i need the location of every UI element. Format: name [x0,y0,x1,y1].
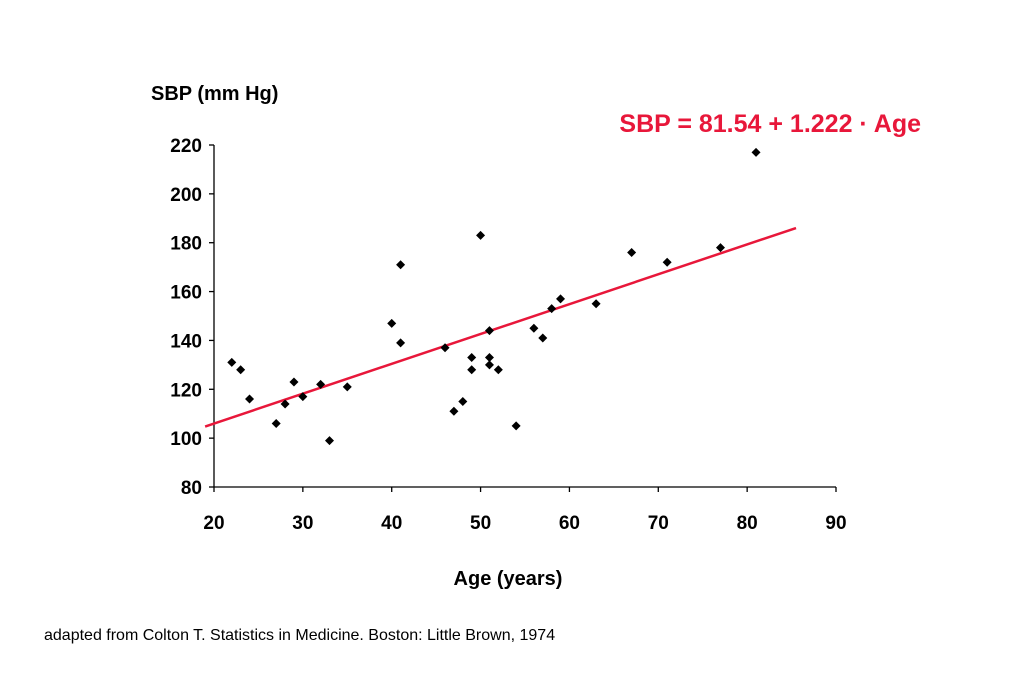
data-point [484,353,494,363]
data-point [529,323,539,333]
data-point [440,343,450,353]
data-point [467,365,477,375]
data-point [484,326,494,336]
data-point [467,353,477,363]
x-tick-label: 90 [825,513,846,534]
data-point [227,357,237,367]
data-point [298,392,308,402]
data-point [591,299,601,309]
x-tick-label: 50 [470,513,491,534]
source-note: adapted from Colton T. Statistics in Med… [44,627,556,644]
regression-equation: SBP = 81.54 + 1.222 · Age [619,110,921,138]
x-axis-title: Age (years) [454,568,563,590]
x-tick-label: 20 [203,513,224,534]
data-point [627,247,637,257]
data-point [751,147,761,157]
data-point [511,421,521,431]
data-point [556,294,566,304]
y-tick-label: 140 [170,331,202,352]
regression-line-group [204,226,797,428]
y-tick-label: 80 [181,478,202,499]
y-tick-label: 160 [170,283,202,304]
data-point [493,365,503,375]
data-point [547,304,557,314]
regression-line [204,226,797,428]
x-axis: 20 30 40 50 60 70 80 90 [203,486,847,534]
x-tick-label: 80 [737,513,758,534]
y-tick-label: 200 [170,185,202,206]
data-point [316,379,326,389]
data-point [245,394,255,404]
data-point [342,382,352,392]
x-tick-label: 40 [381,513,402,534]
y-tick-label: 100 [170,429,202,450]
x-tick-label: 60 [559,513,580,534]
data-point [662,257,672,267]
data-point [396,338,406,348]
data-point [458,397,468,406]
y-axis-title: SBP (mm Hg) [151,83,278,105]
y-tick-label: 180 [170,234,202,255]
data-point [280,399,290,409]
data-point [538,333,548,343]
data-point [715,243,725,253]
data-point [476,230,486,240]
x-tick-label: 70 [648,513,669,534]
data-point [449,406,459,416]
data-point [484,360,494,370]
data-point [236,365,246,375]
data-point [289,377,299,387]
y-tick-label: 220 [170,136,202,157]
y-axis: 80 100 120 140 160 180 200 220 [170,136,215,499]
data-point [387,318,397,328]
data-point [396,260,406,270]
x-tick-label: 30 [292,513,313,534]
data-point [325,436,335,446]
data-point [271,418,281,428]
y-tick-label: 120 [170,380,202,401]
data-points [227,147,761,446]
